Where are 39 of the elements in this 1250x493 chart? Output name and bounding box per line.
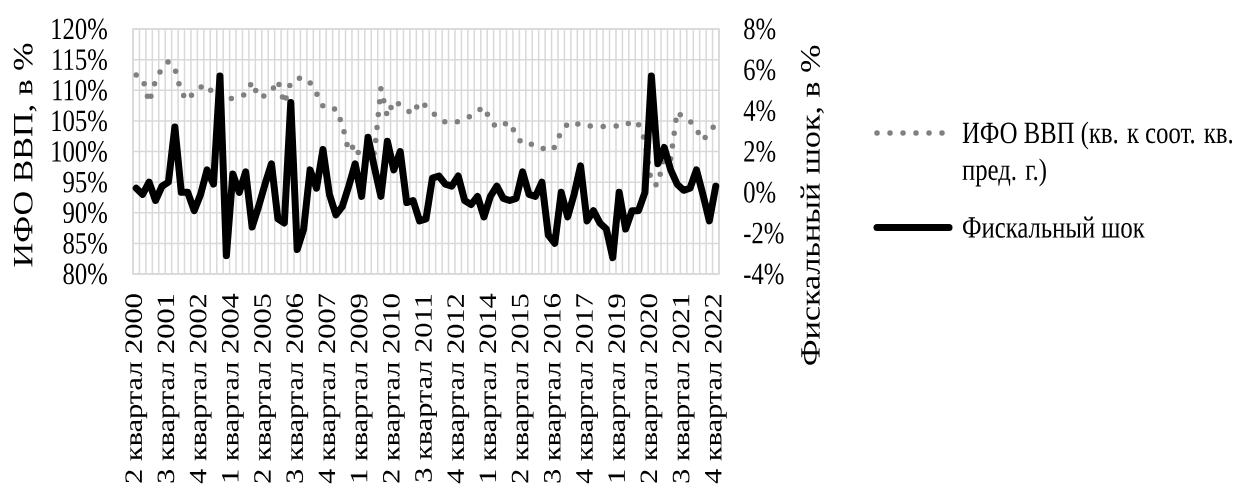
- y-axis-title: ИФО ВВП, в %: [13, 43, 37, 267]
- x-tick-label: 1 квартал 2004: [221, 293, 244, 482]
- x-tick-label: 4 квартал 2012: [447, 294, 470, 484]
- y2-tick-label: 0%: [744, 181, 776, 203]
- y2-tick-label: 6%: [744, 59, 776, 81]
- y2-axis-title: Фискальный шок, в %: [800, 45, 824, 365]
- y2-tick-label: -4%: [744, 263, 784, 285]
- x-tick-label: 4 квартал 2002: [189, 294, 212, 484]
- x-tick-label: 4 квартал 2017: [576, 294, 598, 484]
- x-tick-label: 2 квартал 2015: [511, 294, 534, 483]
- y2-tick-label: 4%: [743, 100, 776, 122]
- y-tick-label: 85%: [63, 232, 107, 254]
- y-tick-label: 105%: [52, 110, 107, 132]
- legend-label: Фискальный шок: [963, 216, 1145, 238]
- y-tick-label: 110%: [53, 79, 107, 101]
- y2-tick-label: 8%: [744, 18, 776, 40]
- x-tick-label: 1 квартал 2019: [608, 294, 631, 482]
- x-tick-label: 3 квартал 2011: [415, 295, 437, 482]
- y-tick-label: 100%: [52, 141, 107, 162]
- x-tick-label: 2 квартал 2010: [382, 294, 405, 483]
- y2-tick-label: -2%: [744, 222, 784, 244]
- legend-label: ИФО ВВП (кв. к соот. кв. пред. г.): [962, 121, 1233, 187]
- x-tick-label: 4 квартал 2022: [704, 294, 727, 484]
- x-tick-label: 3 квартал 2001: [157, 295, 180, 483]
- x-tick-label: 2 квартал 2000: [125, 294, 148, 483]
- x-tick-label: 1 квартал 2009: [350, 294, 373, 482]
- y-tick-label: 80%: [63, 263, 107, 285]
- y-tick-label: 90%: [63, 202, 107, 224]
- y-tick-label: 95%: [63, 171, 107, 193]
- y-tick-label: 120%: [52, 18, 107, 40]
- x-tick-label: 3 квартал 2016: [543, 294, 566, 483]
- y2-tick-label: 2%: [744, 141, 776, 162]
- x-tick-label: 3 квартал 2006: [286, 294, 309, 483]
- x-tick-label: 4 квартал 2007: [318, 294, 341, 484]
- y-tick-label: 115%: [53, 49, 107, 71]
- x-tick-label: 2 квартал 2005: [254, 294, 276, 483]
- x-tick-label: 2 квартал 2020: [640, 294, 663, 483]
- x-tick-label: 3 квартал 2021: [672, 295, 695, 483]
- x-tick-label: 1 квартал 2014: [479, 293, 502, 482]
